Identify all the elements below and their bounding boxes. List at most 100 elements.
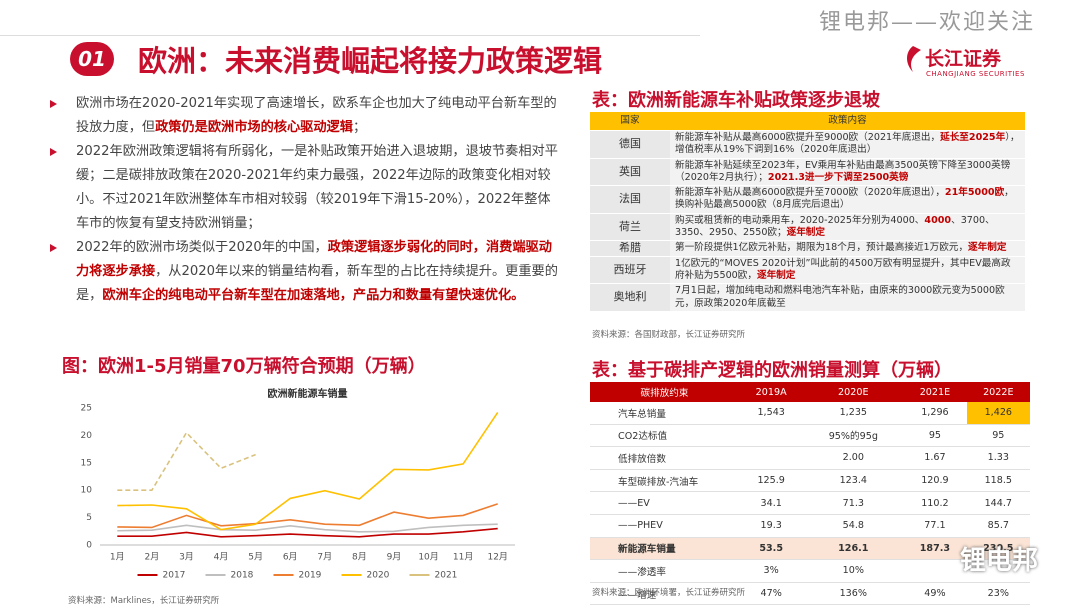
y-tick-label: 5 — [86, 513, 92, 523]
y-tick-label: 20 — [81, 431, 93, 441]
row: 奥地利 7月1日起，增加纯电动和燃料电池汽车补贴，由原来的3000欧元变为5000… — [590, 283, 1025, 312]
text-run: ，从2020年以来的销量结构看，新车型的占比在持续提升。更重要的是， — [76, 264, 558, 303]
row: 法国 新能源车补贴从最高6000欧提升至7000欧（2020年底退出），21年50… — [590, 185, 1025, 214]
policy: 第一阶段提供1亿欧元补贴，期限为18个月，预计最高接近1万欧元，逐年制定 — [670, 240, 1025, 257]
section-number: 01 — [70, 42, 114, 76]
row: 低排放倍数 2.00 1.67 1.33 — [590, 446, 1030, 470]
text-run: 2022年欧洲政策逻辑将有所弱化，一是补贴政策开始进入退坡期，退坡节奏相对平缓；… — [76, 144, 558, 231]
table-source: 资料来源：各国财政部，长江证券研究所 — [592, 330, 746, 340]
legend-label: 2020 — [367, 571, 390, 581]
policy: 新能源车补贴从最高6000欧提升至7000欧（2020年底退出），21年5000… — [670, 185, 1025, 214]
logo-subtitle: CHANGJIANG SECURITIES — [926, 70, 1025, 78]
x-tick-label: 9月 — [387, 552, 402, 563]
country: 法国 — [590, 185, 670, 214]
cell: 187.3 — [903, 537, 967, 561]
cell: 1.33 — [966, 446, 1030, 470]
cell: 136% — [803, 582, 904, 606]
footer-watermark: 锂电邦 — [960, 546, 1039, 576]
estimate-table: 碳排放约束 2019A 2020E 2021E 2022E 汽车总销量 1,543 1,235… — [590, 382, 1030, 606]
watermark: 锂电邦——欢迎关注 — [818, 10, 1035, 35]
bullet: 欧洲市场在2020-2021年实现了高速增长，欧系车企也加大了纯电动平台新车型的… — [40, 92, 560, 140]
country: 西班牙 — [590, 256, 670, 285]
policy: 7月1日起，增加纯电动和燃料电池汽车补贴，由原来的3000欧元变为5000欧元，… — [670, 283, 1025, 312]
text-run: 第一阶段提供1亿欧元补贴，期限为18个月，预计最高接近1万欧元， — [675, 242, 969, 254]
cell — [739, 446, 804, 470]
text-run: ），增值税率从19%下调到16%（2020年底退出） — [675, 132, 1020, 156]
x-tick-label: 11月 — [453, 552, 473, 563]
cell: 1,235 — [803, 402, 904, 425]
logo-icon — [907, 46, 921, 72]
header-row: 碳排放约束 2019A 2020E 2021E 2022E — [590, 382, 1030, 402]
cell: 1,296 — [903, 402, 967, 425]
cell: 125.9 — [739, 469, 804, 493]
x-tick-label: 7月 — [317, 552, 332, 563]
country: 德国 — [590, 130, 670, 159]
row: ——PHEV 19.3 54.8 77.1 85.7 — [590, 514, 1030, 538]
policy: 1亿欧元的“MOVES 2020计划”叫此前的4500万欧有明显提升，其中EV最… — [670, 256, 1025, 285]
cell — [739, 424, 804, 448]
x-tick-label: 6月 — [283, 552, 298, 563]
table-heading: 表：欧洲新能源车补贴政策逐步退坡 — [592, 90, 880, 111]
series-line — [117, 527, 498, 538]
cell: 34.1 — [739, 491, 804, 515]
column-header: 国家 — [590, 112, 670, 131]
emphasis: 政策逻辑逐步弱化的同时，消费端驱动力将逐步承接 — [76, 240, 552, 279]
cell: ——EV — [590, 491, 739, 515]
cell: 95 — [903, 424, 967, 448]
cell: 53.5 — [739, 537, 804, 561]
emphasis: 2021.3进一步下调至2500英镑 — [767, 171, 909, 183]
row: ——增速 47% 136% 49% 23% — [590, 582, 1030, 606]
policy: 新能源车补贴延续至2023年，EV乘用车补贴由最高3500英镑下降至3000英镑… — [670, 158, 1025, 187]
cell: 95%的95g — [803, 424, 904, 448]
chart-title: 欧洲新能源车销量 — [268, 387, 348, 400]
policy: 购买或租赁新的电动乘用车，2020-2025年分别为4000、4000、3700… — [670, 213, 1025, 242]
text-run: 新能源车补贴从最高6000欧提升至7000欧（2020年底退出）， — [675, 187, 945, 199]
cell: 95 — [966, 424, 1030, 448]
x-tick-label: 1月 — [110, 552, 125, 563]
header-row: 国家 政策内容 — [590, 112, 1025, 131]
cell: 1,426 — [966, 402, 1030, 425]
bullet: 2022年的欧洲市场类似于2020年的中国，政策逻辑逐步弱化的同时，消费端驱动力… — [40, 236, 560, 308]
cell: ——PHEV — [590, 514, 739, 538]
cell: 110.2 — [903, 491, 967, 515]
series-line — [117, 523, 498, 533]
cell: 低排放倍数 — [590, 446, 739, 470]
row: 车型碳排放-汽油车 125.9 123.4 120.9 118.5 — [590, 469, 1030, 493]
column-header: 政策内容 — [670, 112, 1025, 131]
y-tick-label: 0 — [86, 541, 92, 551]
chart-heading: 图：欧洲1-5月销量70万辆符合预期（万辆） — [62, 356, 426, 377]
cell: 49% — [903, 582, 967, 606]
cell — [903, 559, 967, 583]
cell: 19.3 — [739, 514, 804, 538]
cell: 118.5 — [966, 469, 1030, 493]
text-run: 新能源车补贴延续至2023年，EV乘用车补贴由最高3500英镑下降至3000英镑… — [675, 159, 1011, 183]
cell: 54.8 — [803, 514, 904, 538]
row: 希腊 第一阶段提供1亿欧元补贴，期限为18个月，预计最高接近1万欧元，逐年制定 — [590, 240, 1025, 257]
cell: 230.5 — [966, 537, 1030, 561]
row: ——EV 34.1 71.3 110.2 144.7 — [590, 491, 1030, 515]
text-run: 7月1日起，增加纯电动和燃料电池汽车补贴，由原来的3000欧元变为5000欧元，… — [675, 285, 1005, 309]
cell: 汽车总销量 — [590, 402, 739, 425]
emphasis: 逐年制定 — [968, 242, 1007, 254]
cell: ——渗透率 — [590, 559, 739, 583]
cell: 1,543 — [739, 402, 804, 425]
cell: 47% — [739, 582, 804, 606]
cell: 2.00 — [803, 446, 904, 470]
country: 荷兰 — [590, 213, 670, 242]
emphasis: 逐年制定 — [786, 227, 825, 239]
text-run: 2022年的欧洲市场类似于2020年的中国， — [76, 240, 328, 255]
cell: CO2达标值 — [590, 424, 739, 448]
row: ——渗透率 3% 10% — [590, 559, 1030, 583]
cell — [966, 559, 1030, 583]
chart: 欧洲新能源车销量 0 5 10 15 20 25 1月 2月 3月 4月 5月 6月 7月 8月 9月 10月 1… — [81, 387, 515, 581]
column-header: 2022E — [966, 382, 1030, 402]
policy: 新能源车补贴从最高6000欧提升至9000欧（2021年底退出，延长至2025年… — [670, 130, 1025, 159]
cell: 123.4 — [803, 469, 904, 493]
y-tick-label: 15 — [81, 458, 92, 468]
emphasis: 21年5000欧 — [944, 187, 1005, 199]
cell: 71.3 — [803, 491, 904, 515]
cell: 23% — [966, 582, 1030, 606]
text-run: 购买或租赁新的电动乘用车，2020-2025年分别为4000、 — [675, 214, 925, 226]
text-run: ； — [352, 120, 367, 135]
series-line — [117, 411, 499, 531]
